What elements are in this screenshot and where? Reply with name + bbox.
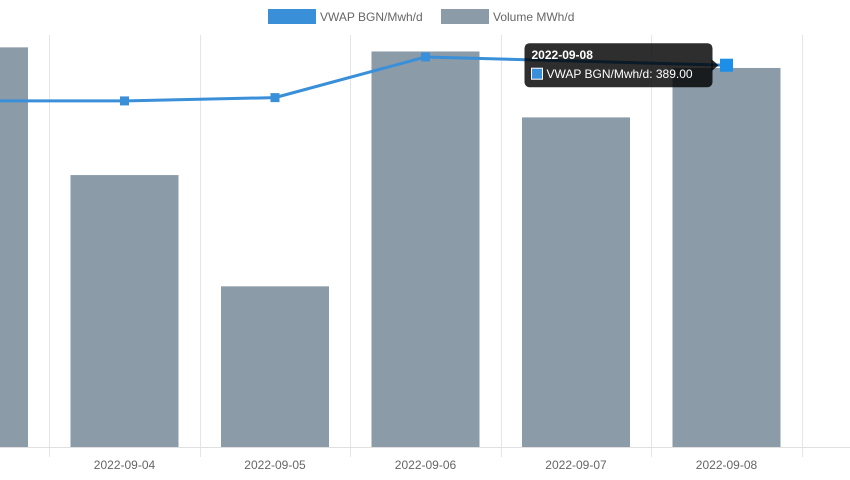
x-tick-label-2022-09-05: 2022-09-05: [244, 458, 306, 472]
tooltip-box: [524, 43, 713, 88]
x-tick-label-2022-09-06: 2022-09-06: [395, 458, 457, 472]
volume-bar-2022-09-03[interactable]: [0, 47, 28, 448]
tooltip-title: 2022-09-08: [532, 48, 594, 62]
vwap-point-2022-09-04[interactable]: [120, 96, 129, 106]
volume-bar-2022-09-06[interactable]: [371, 51, 480, 447]
x-tick-label-2022-09-07: 2022-09-07: [545, 458, 607, 472]
legend-item-vwap[interactable]: VWAP BGN/Mwh/d: [268, 9, 423, 24]
vwap-point-2022-09-08[interactable]: [720, 58, 733, 72]
legend-swatch-vwap: [268, 9, 316, 24]
legend-swatch-volume: [441, 9, 489, 24]
tooltip: 2022-09-08 VWAP BGN/Mwh/d: 389.00: [524, 43, 719, 88]
legend-label-volume: Volume MWh/d: [493, 10, 574, 24]
volume-bar-2022-09-05[interactable]: [221, 286, 329, 447]
x-tick-label-2022-09-08: 2022-09-08: [696, 458, 758, 472]
legend-label-vwap: VWAP BGN/Mwh/d: [320, 10, 423, 24]
vwap-point-2022-09-05[interactable]: [270, 93, 280, 103]
volume-bar-2022-09-04[interactable]: [70, 175, 179, 447]
x-axis-ticks: 32022-09-042022-09-052022-09-062022-09-0…: [94, 458, 758, 472]
volume-bar-2022-09-08[interactable]: [672, 67, 781, 448]
x-tick-label-2022-09-04: 2022-09-04: [94, 458, 156, 472]
legend-item-volume[interactable]: Volume MWh/d: [441, 9, 574, 24]
tooltip-text: VWAP BGN/Mwh/d: 389.00: [547, 67, 693, 81]
vwap-point-2022-09-06[interactable]: [421, 52, 430, 62]
grid-lines: [0, 35, 850, 457]
tooltip-swatch: [531, 67, 543, 80]
volume-bar-2022-09-07[interactable]: [522, 117, 630, 448]
tooltip-caret: [711, 59, 719, 72]
legend: VWAP BGN/Mwh/d Volume MWh/d: [268, 9, 574, 24]
volume-bars: [0, 47, 781, 448]
